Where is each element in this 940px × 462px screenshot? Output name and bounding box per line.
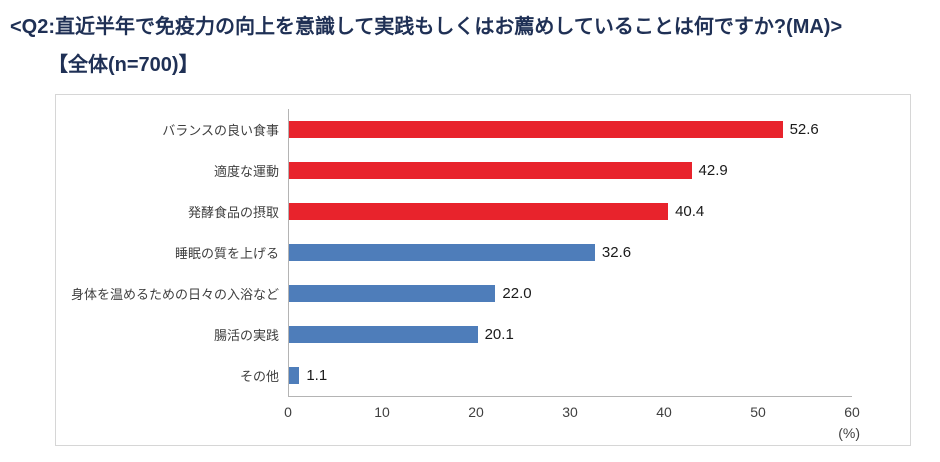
x-axis: 0 10 20 30 40 50 60 (%) (284, 396, 860, 449)
bar-track: 32.6 (288, 232, 852, 273)
bar-track: 1.1 (288, 355, 852, 396)
x-tick-label: 30 (562, 404, 578, 420)
bar-row: その他 1.1 (66, 355, 852, 396)
bar (289, 203, 669, 220)
bar-chart: バランスの良い食事 52.6 適度な運動 42.9 発酵食品の摂取 40.4 睡眠の質を上げ… (55, 94, 911, 446)
chart-plot-area: バランスの良い食事 52.6 適度な運動 42.9 発酵食品の摂取 40.4 睡眠の質を上げ… (66, 109, 860, 441)
category-label: その他 (239, 369, 279, 384)
value-label: 32.6 (601, 244, 632, 261)
value-label: 52.6 (789, 121, 819, 138)
bar-row: 身体を温めるための日々の入浴など 22.0 (66, 273, 852, 314)
bar (289, 121, 783, 138)
x-tick-label: 50 (750, 404, 766, 420)
bar-row: 腸活の実践 20.1 (66, 314, 852, 355)
category-label: 適度な運動 (213, 164, 279, 179)
x-tick-label: 60 (844, 404, 860, 420)
category-label: 睡眠の質を上げる (174, 246, 279, 261)
category-label: バランスの良い食事 (162, 123, 279, 138)
axis-spacer (66, 396, 288, 449)
bar (289, 326, 478, 343)
value-label: 22.0 (502, 285, 532, 302)
x-tick-label: 20 (468, 404, 484, 420)
category-label: 発酵食品の摂取 (187, 205, 279, 220)
x-axis-unit-label: (%) (838, 425, 860, 441)
x-tick-label: 0 (284, 404, 292, 420)
bar-row: 発酵食品の摂取 40.4 (66, 191, 852, 232)
bar (289, 367, 300, 384)
bar-track: 20.1 (288, 314, 852, 355)
bar-rows: バランスの良い食事 52.6 適度な運動 42.9 発酵食品の摂取 40.4 睡眠の質を上げ… (66, 109, 852, 396)
category-label: 身体を温めるための日々の入浴など (70, 287, 279, 302)
bar-track: 52.6 (288, 109, 852, 150)
bar-row: 適度な運動 42.9 (66, 150, 852, 191)
value-label: 42.9 (698, 162, 728, 179)
x-tick-label: 10 (374, 404, 390, 420)
bar-track: 22.0 (288, 273, 852, 314)
bar (289, 285, 496, 302)
category-label: 腸活の実践 (213, 328, 279, 343)
sample-subtitle: 【全体(n=700)】 (48, 54, 199, 76)
bar-row: 睡眠の質を上げる 32.6 (66, 232, 852, 273)
bar-track: 40.4 (288, 191, 852, 232)
x-axis-row: 0 10 20 30 40 50 60 (%) (66, 396, 860, 449)
value-label: 20.1 (484, 326, 514, 343)
x-tick-label: 40 (656, 404, 672, 420)
bar (289, 244, 595, 261)
bar (289, 162, 692, 179)
value-label: 1.1 (306, 367, 328, 384)
bar-row: バランスの良い食事 52.6 (66, 109, 852, 150)
value-label: 40.4 (675, 203, 705, 220)
bar-track: 42.9 (288, 150, 852, 191)
question-title: <Q2:直近半年で免疫力の向上を意識して実践もしくはお薦めしていることは何ですか… (10, 16, 843, 38)
